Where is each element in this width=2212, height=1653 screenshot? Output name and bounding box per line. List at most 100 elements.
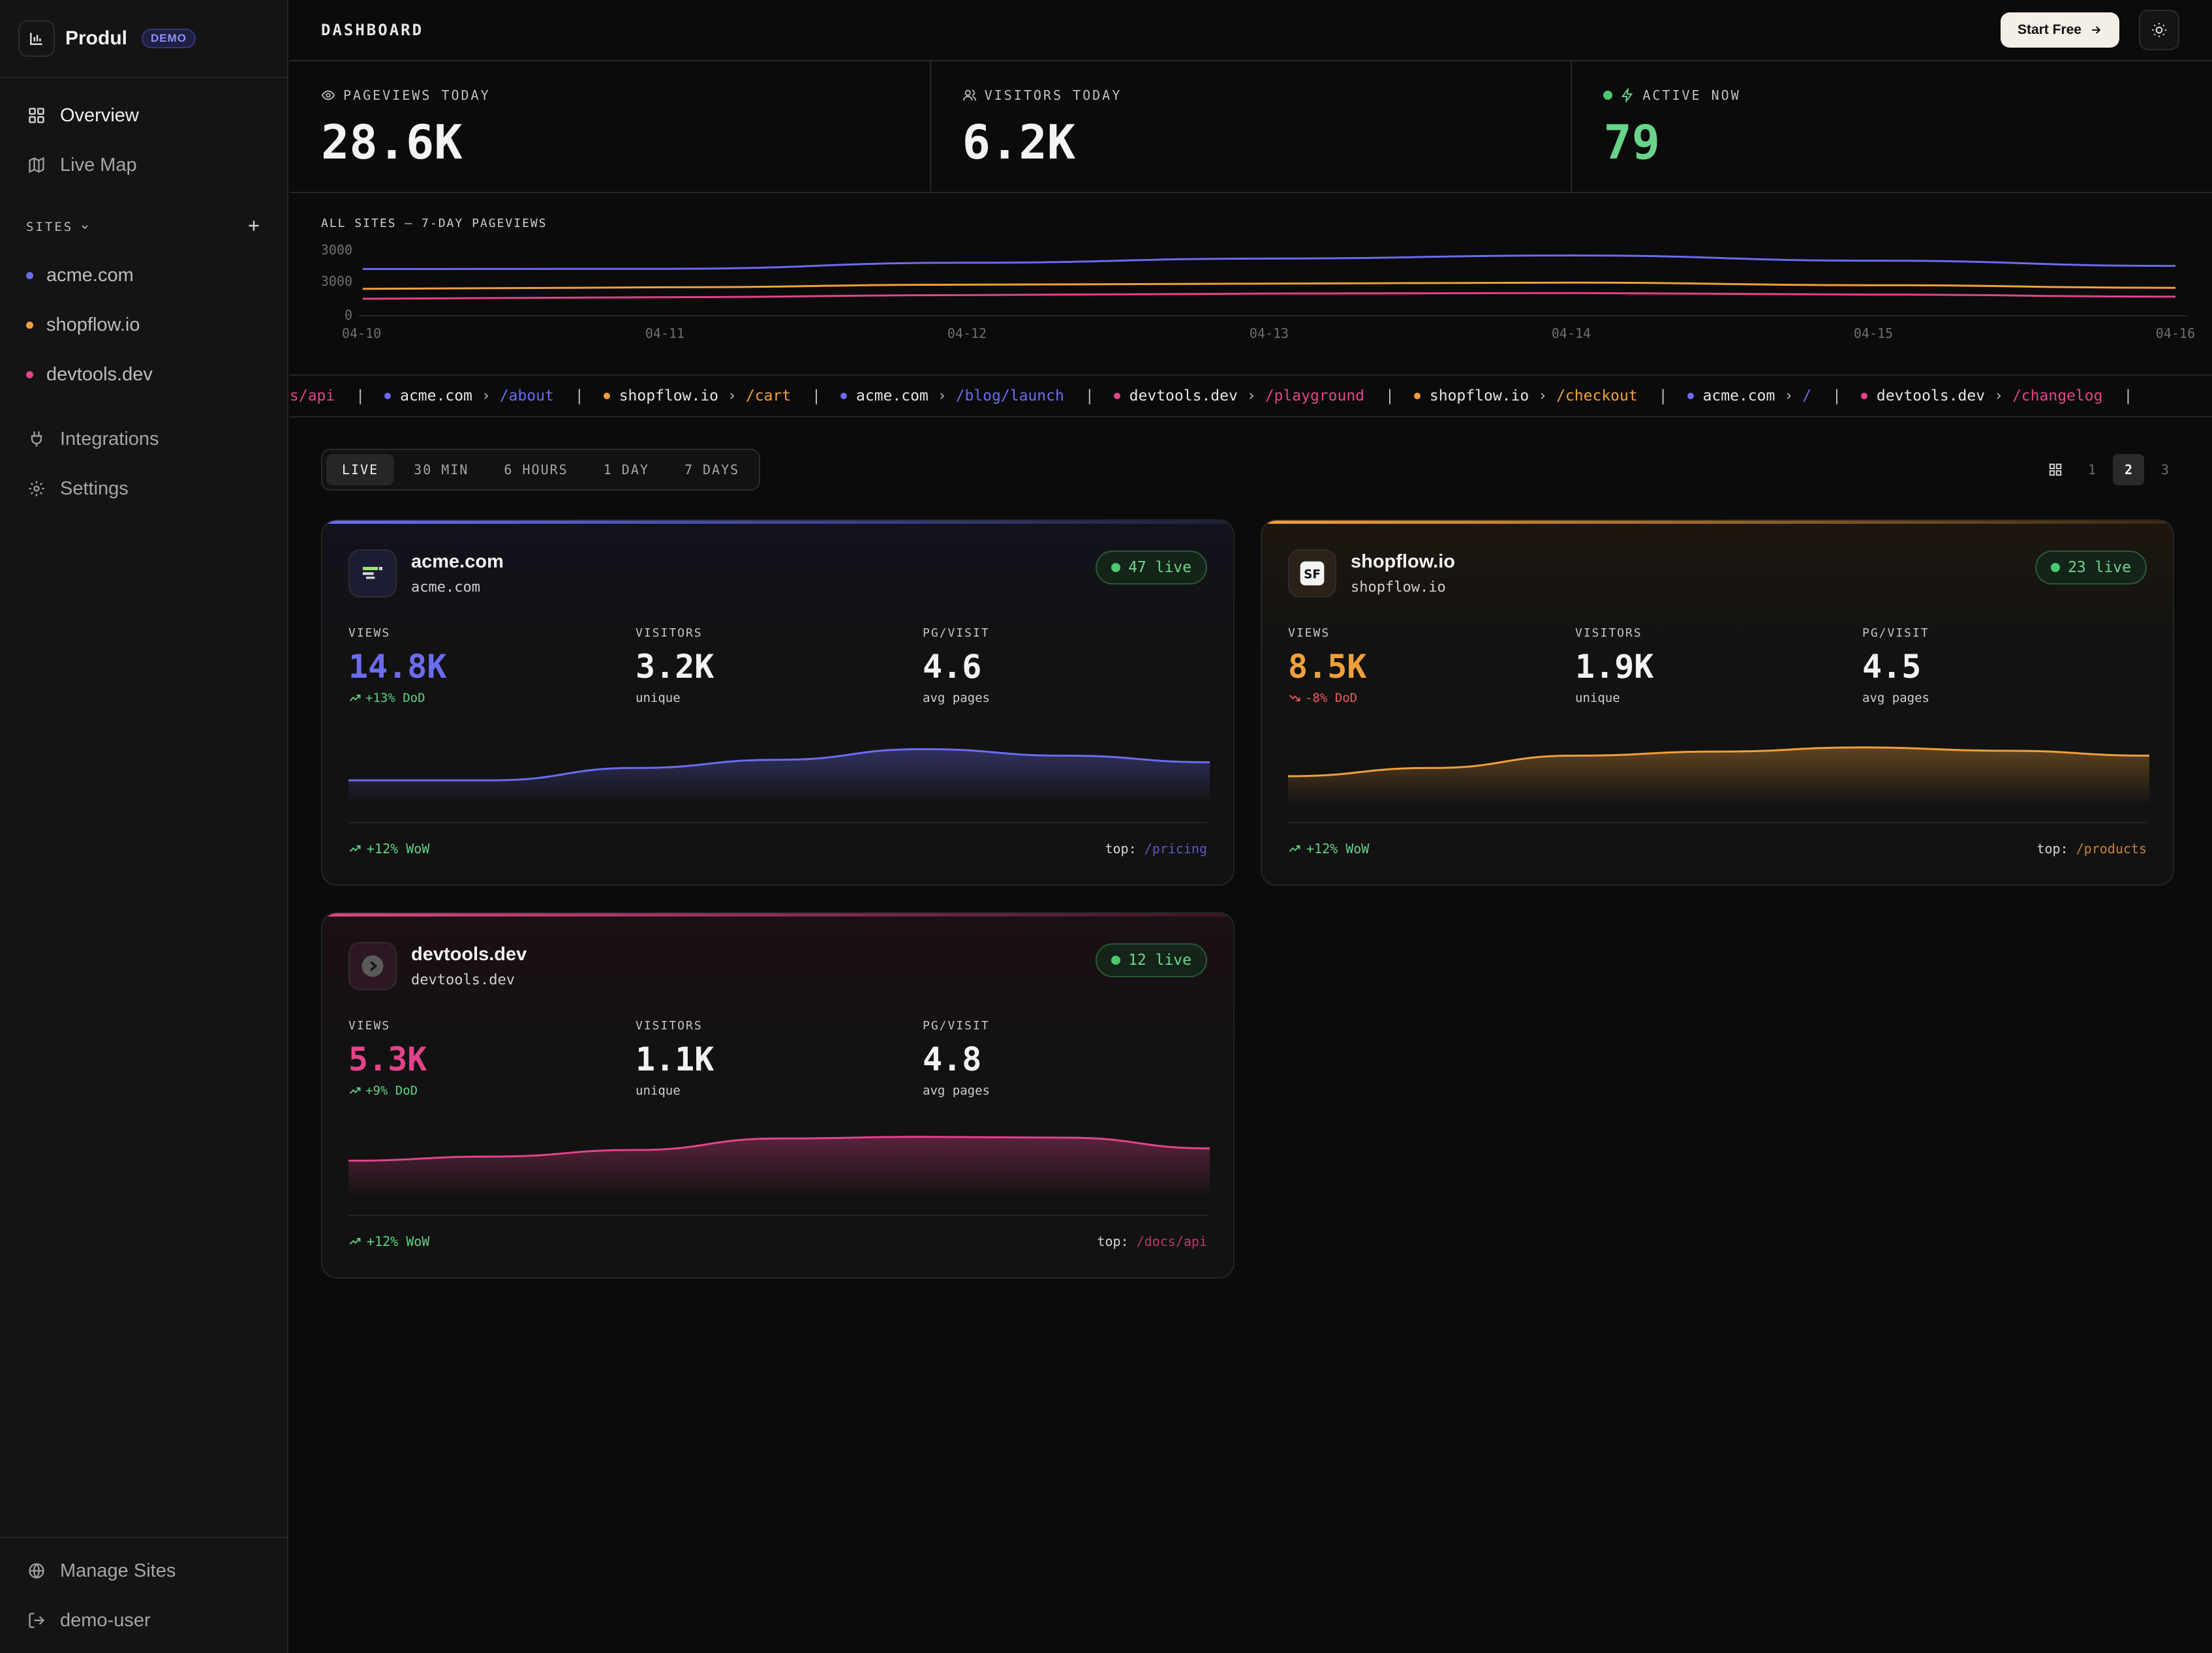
metric-visitors: VISITORS 3.2K unique [636,626,923,705]
bar-chart-icon [18,20,55,57]
ticker-item[interactable]: acme.com › / | [1687,387,1841,404]
nav-item-overview[interactable]: Overview [0,91,288,140]
ticker-separator: | [2123,387,2133,404]
ticker-separator: | [1832,387,1841,404]
top-page[interactable]: top: /docs/api [1097,1234,1207,1249]
nav-label: demo-user [60,1609,151,1631]
time-range-tabs: LIVE 30 MIN 6 HOURS 1 DAY 7 DAYS [321,449,761,491]
sidebar-site-shopflow[interactable]: shopflow.io [0,300,288,350]
metric-views: VIEWS 5.3K +9% DoD [348,1019,636,1098]
series-line [362,292,2176,300]
sidebar: Produl DEMO Overview Live Map SITES acm [0,0,288,1653]
metric-delta-text: +13% DoD [365,691,425,705]
ticker-item[interactable]: devtools.dev › /changelog | [1860,387,2133,404]
site-card[interactable]: SF shopflow.io shopflow.io 23 live VIEWS 8.5K… [1261,519,2174,886]
range-tab-live[interactable]: LIVE [326,454,395,485]
live-dot [1603,91,1613,100]
ticker-item[interactable]: s/api | [290,387,365,404]
stat-value: 6.2K [962,115,1076,170]
grid-view-button[interactable] [2040,454,2071,485]
sparkline-chart [348,1136,1210,1198]
metric-value: 8.5K [1288,648,1367,686]
sites-toggle[interactable]: SITES [26,220,90,234]
range-tab-7-days[interactable]: 7 DAYS [684,462,740,478]
ticker-item[interactable]: devtools.dev › /playground | [1113,387,1394,404]
ticker-item[interactable]: acme.com › /blog/launch | [840,387,1094,404]
metric-label: PG/VISIT [1862,626,1929,640]
site-label: acme.com [46,264,134,286]
ticker-item[interactable]: acme.com › /about | [384,387,584,404]
add-site-button[interactable] [245,217,262,237]
stat-visitors: VISITORS TODAY 6.2K [931,61,1573,192]
brand: Produl DEMO [0,0,287,78]
metric-pages-per-visit: PG/VISIT 4.6 avg pages [923,626,1210,705]
wow-change: +12% WoW [1288,841,1369,857]
nav-label: Live Map [60,154,137,175]
top-label: top: [1097,1234,1129,1249]
nav-item-integrations[interactable]: Integrations [0,414,288,464]
ticker-item[interactable]: shopflow.io › /cart | [603,387,821,404]
overview-chart-panel: ALL SITES — 7-DAY PAGEVIEWS 3000 3000 0 04-… [290,193,2212,376]
x-tick-label: 04-14 [1552,326,1591,341]
sf-logo-icon: SF [1300,561,1325,586]
site-color-dot [1687,393,1694,399]
trending-up-icon [349,694,361,701]
nav-label: Integrations [60,428,159,449]
live-pageview-ticker: s/api | acme.com › /about | shopflow.io › /cart |… [290,376,2212,417]
series-line [362,281,2176,290]
ticker-path: /changelog [2012,387,2103,404]
gear-icon [26,478,47,499]
card-accent-bar [1262,521,2173,524]
columns-2-button[interactable]: 2 [2113,454,2144,485]
columns-3-button[interactable]: 3 [2160,462,2170,478]
grid-icon [26,105,47,126]
ticker-path: /playground [1265,387,1365,404]
stat-label: ACTIVE NOW [1642,87,1741,103]
ticker-item[interactable]: shopflow.io › /checkout | [1413,387,1668,404]
range-tab-6-hours[interactable]: 6 HOURS [504,462,568,478]
ticker-path: /about [499,387,554,404]
top-page[interactable]: top: /products [2036,841,2147,857]
trending-down-icon [1289,695,1300,702]
top-page[interactable]: top: /pricing [1105,841,1207,857]
trending-up-icon [349,1237,361,1245]
nav-item-live-map[interactable]: Live Map [0,140,288,190]
play-logo-icon [361,955,384,977]
grid-icon [2049,463,2062,476]
site-color-dot [384,393,392,399]
range-tab-1-day[interactable]: 1 DAY [603,462,649,478]
ticker-arrow: › [1994,387,2003,404]
nav-item-manage-sites[interactable]: Manage Sites [0,1546,288,1596]
layout-switch: 1 2 3 [2040,454,2181,485]
metric-sub: avg pages [923,1084,990,1098]
site-card[interactable]: devtools.dev devtools.dev 12 live VIEWS 5.3K… [321,912,1235,1279]
card-metrics: VIEWS 14.8K +13% DoD VISITORS 3.2K unique PG/V… [348,626,1210,705]
metric-views: VIEWS 14.8K +13% DoD [348,626,636,705]
live-count: 47 live [1128,559,1191,576]
site-name: acme.com [411,551,504,572]
stat-active-now: ACTIVE NOW 79 [1572,61,2212,192]
start-free-button[interactable]: Start Free [2000,12,2119,48]
nav-item-settings[interactable]: Settings [0,464,288,513]
sparkline-area [348,749,1210,805]
stat-label: VISITORS TODAY [984,87,1122,103]
ticker-path: /checkout [1556,387,1638,404]
metric-value: 4.6 [923,648,982,686]
page-title: DASHBOARD [321,21,424,39]
metric-sub: avg pages [1862,691,1929,705]
columns-1-button[interactable]: 1 [2087,462,2097,478]
theme-toggle-button[interactable] [2139,10,2179,50]
live-dot [2051,563,2061,572]
controls-row: LIVE 30 MIN 6 HOURS 1 DAY 7 DAYS 1 2 3 [321,447,2181,492]
site-logo [348,549,397,598]
site-card[interactable]: acme.com acme.com 47 live VIEWS 14.8K +13% Do… [321,519,1235,886]
range-tab-30-min[interactable]: 30 MIN [414,462,469,478]
stats-row: PAGEVIEWS TODAY 28.6K VISITORS TODAY 6.2… [290,61,2212,193]
site-logo: SF [1288,549,1336,598]
sidebar-site-devtools[interactable]: devtools.dev [0,350,288,399]
sidebar-site-acme[interactable]: acme.com [0,250,288,300]
ticker-site: shopflow.io [619,387,719,404]
ticker-arrow: › [1784,387,1794,404]
nav-item-user[interactable]: demo-user [0,1596,288,1645]
ticker-arrow: › [728,387,737,404]
